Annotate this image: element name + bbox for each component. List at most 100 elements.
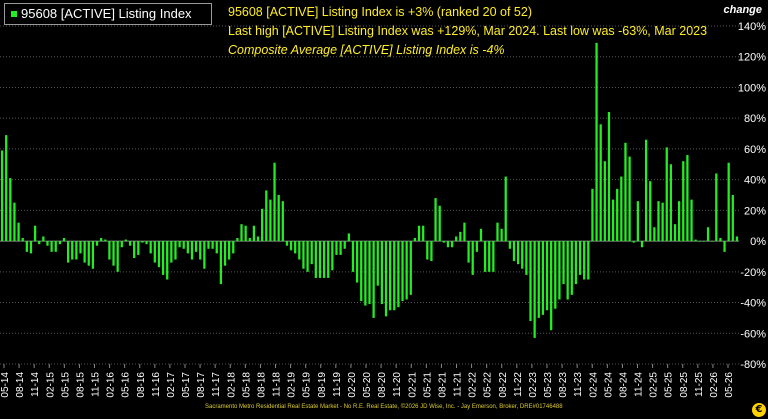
bar: [170, 241, 173, 263]
bar: [550, 241, 553, 331]
y-tick-label: -20%: [740, 267, 766, 279]
legend: 95608 [ACTIVE] Listing Index: [4, 3, 212, 25]
x-tick-label: 05-21: [422, 372, 433, 398]
bar: [327, 241, 330, 278]
x-tick-label: 11-18: [272, 372, 283, 397]
x-tick-label: 05-16: [121, 372, 132, 398]
bar: [401, 241, 404, 302]
bar: [261, 208, 264, 242]
bar: [314, 241, 317, 278]
bar: [339, 241, 342, 255]
bar: [450, 241, 454, 248]
bar: [141, 241, 144, 243]
x-tick-label: 08-21: [437, 372, 448, 398]
bar: [116, 241, 119, 272]
bar: [124, 239, 128, 242]
bar: [232, 241, 235, 254]
y-tick-label: 120%: [738, 52, 766, 64]
bar: [467, 241, 470, 263]
bar: [624, 142, 627, 242]
bar: [446, 241, 450, 248]
bar: [711, 241, 714, 242]
bar: [438, 205, 441, 242]
bar: [343, 241, 346, 249]
x-tick-label: 08-25: [679, 372, 690, 398]
bar: [211, 241, 214, 249]
bar: [632, 241, 635, 243]
y-tick-label: -40%: [740, 298, 766, 310]
x-tick-label: 11-22: [513, 372, 524, 397]
bar: [335, 241, 338, 255]
bar: [706, 227, 710, 242]
bar: [389, 241, 392, 311]
bar: [405, 241, 408, 300]
bar: [137, 241, 140, 255]
bar: [471, 241, 474, 275]
bar: [628, 156, 631, 242]
bar: [360, 241, 363, 302]
x-tick-label: 02-23: [528, 372, 539, 398]
bar: [562, 241, 565, 285]
bar: [727, 162, 730, 242]
x-tick-label: 08-22: [498, 372, 509, 398]
bar: [430, 241, 433, 262]
gridlines: [0, 25, 739, 365]
bar: [166, 241, 169, 280]
x-tick-label: 08-19: [317, 372, 328, 398]
bar: [653, 227, 656, 242]
bar: [351, 241, 355, 272]
bar: [384, 241, 388, 317]
y-tick-label: -60%: [740, 328, 766, 340]
bar: [302, 241, 305, 269]
x-tick-label: 05-24: [603, 372, 614, 398]
x-tick-label: 05-17: [181, 372, 192, 398]
bar: [587, 241, 590, 280]
bar: [318, 241, 322, 278]
bar: [372, 241, 375, 318]
bar: [483, 241, 487, 272]
bar: [533, 241, 536, 338]
x-tick-label: 05-15: [60, 372, 71, 398]
bar: [236, 238, 239, 242]
x-tick-label: 08-15: [75, 372, 86, 398]
x-tick-label: 02-16: [106, 372, 117, 398]
bar: [393, 241, 396, 311]
y-tick-label: 60%: [744, 144, 766, 156]
bar: [455, 236, 458, 242]
bar: [422, 225, 425, 242]
bar: [368, 241, 371, 305]
bar: [42, 236, 45, 242]
bar: [665, 147, 668, 242]
bar: [463, 222, 466, 242]
x-tick-label: 08-18: [256, 372, 267, 398]
bar: [678, 201, 681, 242]
bar: [525, 241, 528, 275]
annotation-current: 95608 [ACTIVE] Listing Index is +3% (ran…: [228, 5, 532, 19]
bar: [529, 241, 532, 321]
x-tick-label: 05-25: [664, 372, 675, 398]
annotation-high-low: Last high [ACTIVE] Listing Index was +12…: [228, 24, 708, 38]
bar: [273, 162, 276, 242]
bar: [100, 238, 103, 242]
x-tick-label: 08-14: [15, 372, 26, 398]
bar: [496, 222, 499, 242]
bar: [686, 155, 689, 242]
bar: [71, 241, 74, 260]
bar: [434, 198, 437, 242]
bar: [9, 178, 12, 242]
bar: [673, 224, 677, 242]
bar: [281, 201, 284, 242]
bar: [479, 228, 483, 242]
bar: [620, 176, 623, 242]
bar: [248, 238, 251, 242]
bar: [521, 241, 524, 269]
bar: [174, 241, 177, 260]
bar: [322, 241, 326, 278]
bar: [694, 239, 697, 242]
bar: [541, 241, 545, 315]
bar: [87, 241, 90, 266]
bar: [649, 181, 652, 242]
y-tick-label: 100%: [738, 82, 766, 94]
bar: [516, 241, 520, 265]
bar: [223, 241, 227, 266]
